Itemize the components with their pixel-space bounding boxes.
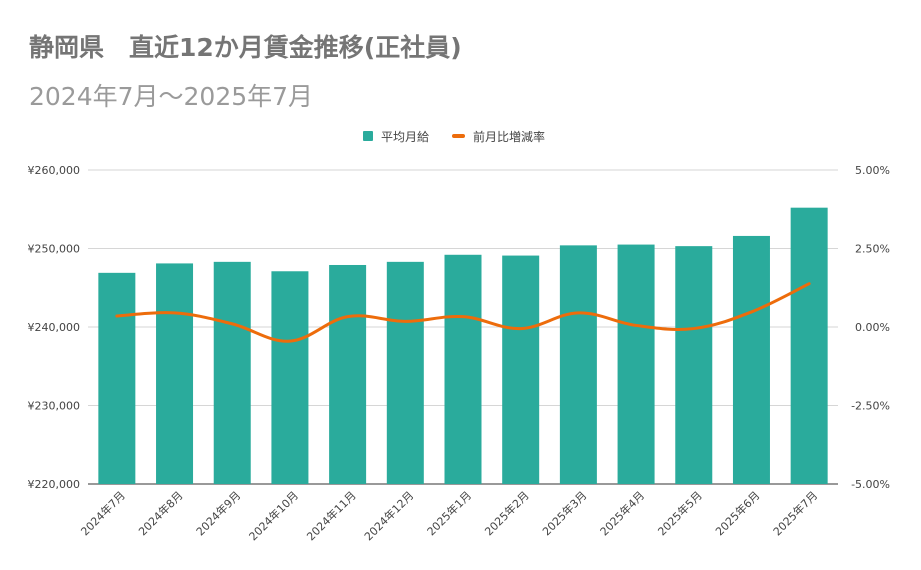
left-tick-label: ¥250,000 bbox=[28, 243, 81, 256]
bar bbox=[329, 264, 367, 484]
bar bbox=[444, 254, 482, 484]
left-tick-label: ¥260,000 bbox=[28, 164, 81, 177]
change-rate-line bbox=[115, 282, 811, 343]
left-tick-label: ¥220,000 bbox=[28, 478, 81, 491]
legend: 平均月給 前月比増減率 bbox=[363, 129, 545, 144]
x-tick-label: 2024年8月 bbox=[135, 488, 185, 538]
bar bbox=[271, 271, 309, 484]
x-axis: 2024年7月 2024年8月 2024年9月 2024年10月 2024年11月 202… bbox=[78, 488, 821, 543]
x-tick-label: 2025年6月 bbox=[712, 488, 762, 538]
bar bbox=[675, 246, 713, 484]
bar-series bbox=[98, 207, 828, 484]
x-tick-label: 2024年11月 bbox=[304, 488, 359, 543]
x-tick-label: 2025年7月 bbox=[770, 488, 820, 538]
x-tick-label: 2025年3月 bbox=[539, 488, 589, 538]
right-tick-label: 5.00% bbox=[855, 164, 890, 177]
x-tick-label: 2025年1月 bbox=[424, 488, 474, 538]
x-tick-label: 2024年10月 bbox=[246, 488, 301, 543]
bar bbox=[617, 244, 655, 484]
right-tick-label: 2.50% bbox=[855, 243, 890, 256]
bar bbox=[559, 245, 597, 484]
left-tick-label: ¥240,000 bbox=[28, 321, 81, 334]
legend-line-label: 前月比増減率 bbox=[473, 129, 545, 144]
left-axis: ¥220,000 ¥230,000 ¥240,000 ¥250,000 ¥260,000 bbox=[28, 164, 81, 491]
x-tick-label: 2025年4月 bbox=[597, 488, 647, 538]
left-tick-label: ¥230,000 bbox=[28, 400, 81, 413]
right-tick-label: -2.50% bbox=[851, 400, 890, 413]
bar bbox=[790, 207, 828, 484]
bar bbox=[98, 272, 136, 484]
right-axis: -5.00% -2.50% 0.00% 2.50% 5.00% bbox=[851, 164, 890, 491]
chart-title: 静岡県 直近12か月賃金推移(正社員) bbox=[29, 33, 462, 62]
line-series bbox=[115, 282, 811, 343]
bar bbox=[386, 261, 424, 484]
x-tick-label: 2025年5月 bbox=[655, 488, 705, 538]
bar bbox=[732, 235, 770, 484]
right-tick-label: 0.00% bbox=[855, 321, 890, 334]
bar bbox=[213, 261, 251, 484]
x-tick-label: 2024年7月 bbox=[78, 488, 128, 538]
right-tick-label: -5.00% bbox=[851, 478, 890, 491]
bar bbox=[156, 263, 194, 484]
x-tick-label: 2025年2月 bbox=[482, 488, 532, 538]
x-tick-label: 2024年9月 bbox=[193, 488, 243, 538]
x-tick-label: 2024年12月 bbox=[361, 488, 416, 543]
legend-bar-label: 平均月給 bbox=[381, 130, 429, 144]
bar bbox=[502, 255, 540, 484]
legend-bar-swatch bbox=[363, 131, 373, 141]
chart-subtitle: 2024年7月～2025年7月 bbox=[29, 82, 314, 111]
legend-line-swatch bbox=[452, 134, 465, 138]
